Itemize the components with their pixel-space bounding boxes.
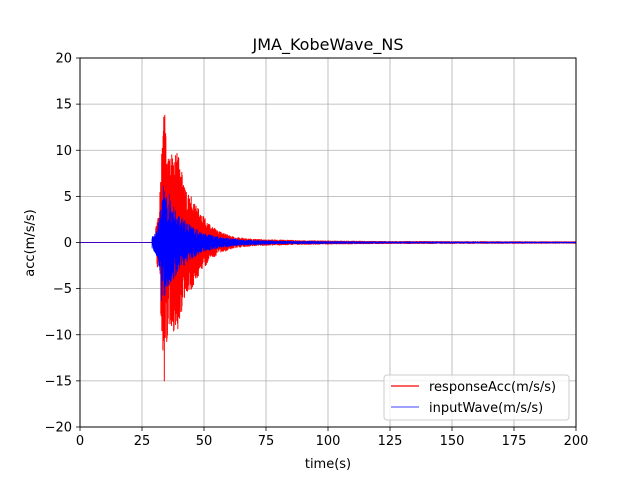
x-tick-label: 175 xyxy=(502,434,527,449)
x-tick-label: 150 xyxy=(440,434,465,449)
series-layer xyxy=(80,114,577,382)
x-tick-label: 25 xyxy=(134,434,151,449)
ticks: 0 25 50 75 100 125 150 175 200 −20 −15 −10 −5 0 5 10 15 2… xyxy=(45,52,589,450)
y-tick-label: 5 xyxy=(64,190,72,205)
x-tick-label: 100 xyxy=(316,434,341,449)
legend-label-response: responseAcc(m/s/s) xyxy=(429,380,556,395)
y-tick-label: 15 xyxy=(55,98,72,113)
series-line-input-wave xyxy=(80,185,577,301)
y-tick-label: 0 xyxy=(64,236,72,251)
y-tick-label: −20 xyxy=(45,421,72,436)
legend-box xyxy=(383,374,570,421)
legend: responseAcc(m/s/s) inputWave(m/s/s) xyxy=(383,374,570,421)
y-tick-label: −10 xyxy=(45,328,72,343)
x-tick-label: 0 xyxy=(76,434,84,449)
x-tick-label: 200 xyxy=(564,434,589,449)
legend-label-input: inputWave(m/s/s) xyxy=(429,401,543,416)
x-tick-label: 75 xyxy=(258,434,275,449)
y-tick-label: 20 xyxy=(55,52,72,67)
y-axis-label: acc(m/s/s) xyxy=(23,209,38,276)
y-tick-label: −15 xyxy=(45,374,72,389)
x-axis-label: time(s) xyxy=(305,457,351,472)
y-tick-label: 10 xyxy=(55,144,72,159)
x-tick-label: 50 xyxy=(196,434,213,449)
chart-title: JMA_KobeWave_NS xyxy=(252,35,404,55)
x-tick-label: 125 xyxy=(378,434,403,449)
y-tick-label: −5 xyxy=(53,282,72,297)
